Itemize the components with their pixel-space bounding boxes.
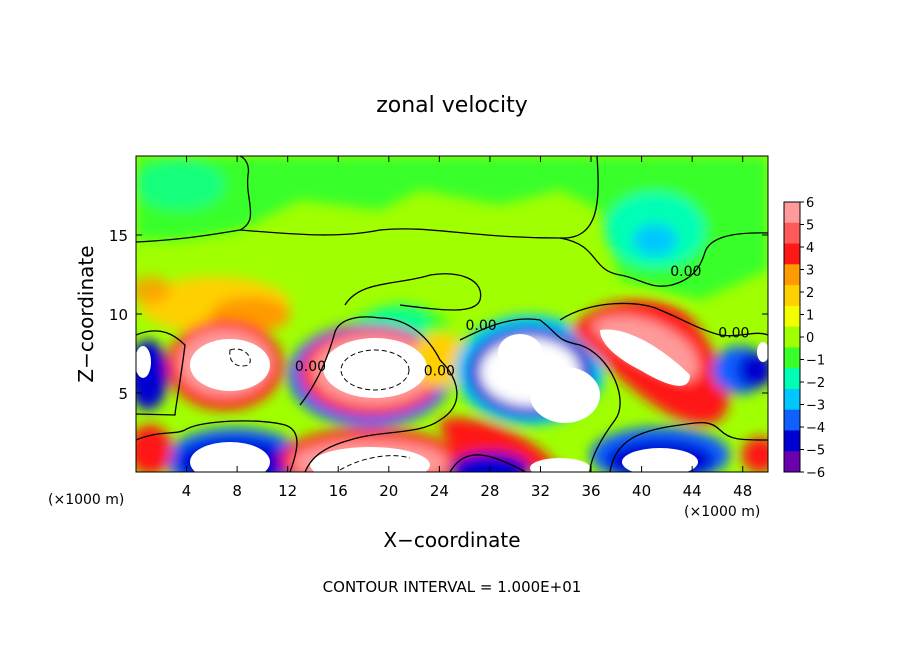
y-tick-label: 10 bbox=[109, 306, 128, 324]
x-tick-label: 40 bbox=[632, 482, 651, 500]
colorbar-label: −3 bbox=[806, 399, 825, 414]
colorbar-label: 2 bbox=[806, 286, 814, 301]
contour-label: 0.00 bbox=[424, 364, 455, 380]
x-axis-label: X−coordinate bbox=[383, 528, 520, 552]
contour-label: 0.00 bbox=[295, 359, 326, 375]
colorbar-label: −1 bbox=[806, 354, 825, 369]
colorbar-label: 6 bbox=[806, 196, 814, 211]
negative-contours bbox=[229, 348, 411, 471]
x-axis: 4 8 12 16 20 24 28 32 36 40 44 48 bbox=[182, 156, 752, 500]
negative-core bbox=[530, 367, 600, 423]
x-unit-right: (×1000 m) bbox=[684, 504, 760, 520]
negative-core bbox=[498, 334, 542, 370]
negative-core bbox=[530, 458, 590, 472]
contour-labels: 0.00 0.00 0.00 0.00 0.00 bbox=[295, 264, 750, 380]
positive-core bbox=[310, 447, 430, 472]
colorbar-label: 0 bbox=[806, 331, 814, 346]
x-tick-label: 28 bbox=[480, 482, 499, 500]
x-tick-label: 48 bbox=[733, 482, 752, 500]
colorbar-swatch bbox=[784, 264, 800, 286]
x-tick-label: 8 bbox=[232, 482, 242, 500]
x-tick-label: 24 bbox=[430, 482, 449, 500]
y-tick-label: 15 bbox=[109, 227, 128, 245]
y-tick-label: 5 bbox=[118, 385, 128, 403]
x-tick-label: 16 bbox=[329, 482, 348, 500]
plot-area bbox=[136, 156, 768, 472]
y-axis: 5 10 15 bbox=[109, 227, 768, 403]
colorbar-label: 5 bbox=[806, 219, 814, 234]
negative-core bbox=[190, 442, 270, 472]
colorbar-swatch bbox=[784, 222, 800, 245]
colorbar-swatch bbox=[784, 368, 800, 390]
colorbar-swatch bbox=[784, 285, 800, 307]
x-tick-label: 44 bbox=[683, 482, 702, 500]
colorbar-label: −2 bbox=[806, 376, 825, 391]
x-tick-label: 32 bbox=[531, 482, 550, 500]
colorbar-label: −4 bbox=[806, 421, 825, 436]
x-tick-label: 20 bbox=[379, 482, 398, 500]
contour-label: 0.00 bbox=[718, 326, 749, 342]
colorbar-swatch bbox=[784, 430, 800, 452]
colorbar-swatch bbox=[784, 451, 800, 473]
colorbar-swatch bbox=[784, 409, 800, 431]
contour-label: 0.00 bbox=[670, 264, 701, 280]
colorbar-swatch bbox=[784, 202, 800, 224]
colorbar-swatch bbox=[784, 388, 800, 411]
colorbar-label: 4 bbox=[806, 241, 814, 256]
colorbar: 6 5 4 3 2 1 0 −1 −2 −3 −4 −5 −6 bbox=[783, 196, 825, 481]
colorbar-label: 3 bbox=[806, 264, 814, 279]
chart-title: zonal velocity bbox=[376, 93, 528, 118]
contour-label: 0.00 bbox=[465, 318, 496, 334]
positive-core bbox=[323, 338, 427, 398]
zero-contours bbox=[136, 156, 768, 472]
x-unit-left: (×1000 m) bbox=[48, 492, 124, 508]
colorbar-swatch bbox=[784, 243, 800, 265]
positive-core bbox=[190, 339, 270, 391]
colorbar-label: −6 bbox=[806, 466, 825, 481]
contour-interval-note: CONTOUR INTERVAL = 1.000E+01 bbox=[323, 578, 582, 596]
y-axis-label: Z−coordinate bbox=[74, 245, 98, 382]
negative-core bbox=[757, 342, 768, 362]
colorbar-swatch bbox=[784, 326, 800, 348]
colorbar-swatch bbox=[784, 347, 800, 369]
colorbar-label: 1 bbox=[806, 309, 814, 324]
colorbar-swatch bbox=[784, 305, 800, 328]
colorbar-label: −5 bbox=[806, 444, 825, 459]
positive-core bbox=[600, 329, 690, 386]
negative-core bbox=[136, 346, 151, 378]
x-tick-label: 12 bbox=[278, 482, 297, 500]
negative-core bbox=[622, 448, 698, 472]
x-tick-label: 4 bbox=[182, 482, 192, 500]
x-tick-label: 36 bbox=[581, 482, 600, 500]
